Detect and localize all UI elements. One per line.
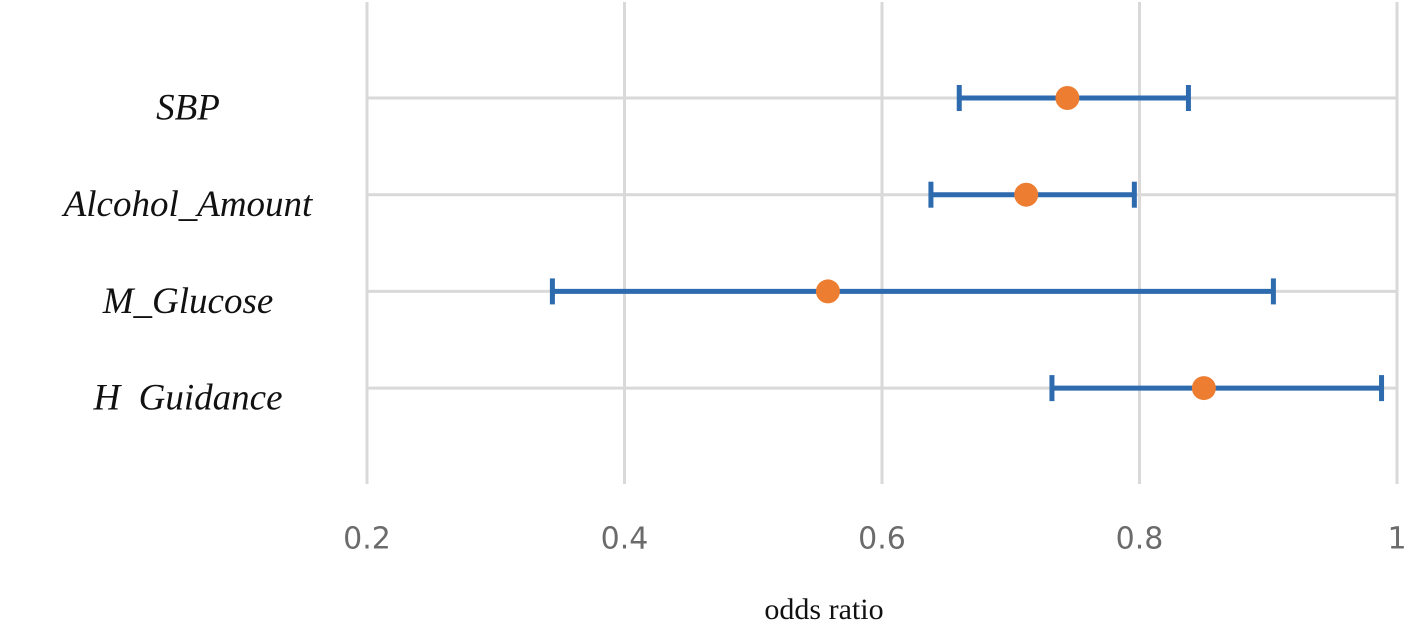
x-axis-title: odds ratio bbox=[764, 593, 883, 625]
y-tick-label: M_Glucose bbox=[102, 281, 274, 322]
point-estimate bbox=[1191, 376, 1216, 401]
x-tick-label: 0.8 bbox=[1116, 522, 1164, 557]
x-tick-label: 0.6 bbox=[858, 522, 906, 557]
x-tick-label: 0.4 bbox=[601, 522, 649, 557]
y-tick-label: H Guidance bbox=[92, 378, 282, 419]
x-tick-label: 0.2 bbox=[343, 522, 391, 557]
point-estimate bbox=[1055, 86, 1080, 110]
y-tick-label: Alcohol_Amount bbox=[61, 184, 314, 225]
y-tick-label: SBP bbox=[156, 87, 220, 128]
point-estimate bbox=[815, 279, 840, 304]
point-estimate bbox=[1014, 182, 1039, 207]
x-tick-label: 1 bbox=[1387, 522, 1406, 557]
